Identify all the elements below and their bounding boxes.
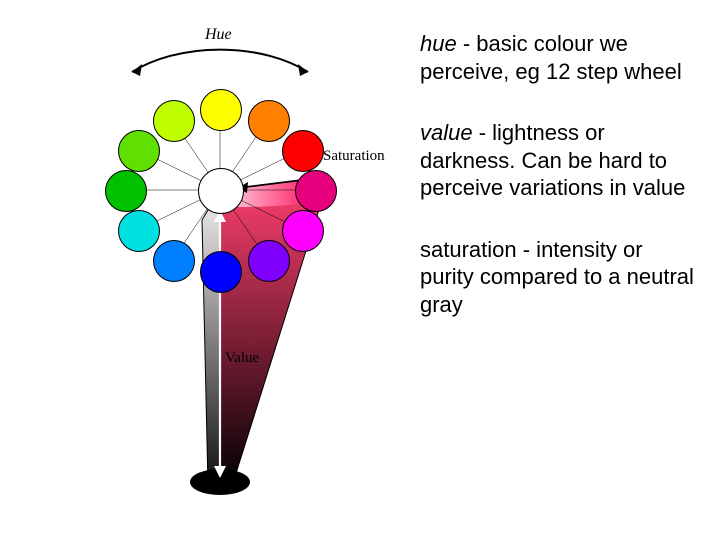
value-term: value	[420, 120, 473, 145]
wheel-center	[198, 168, 244, 214]
hue-swatch	[153, 100, 195, 142]
cone-left-face	[202, 190, 220, 487]
hue-label: Hue	[205, 26, 232, 44]
hue-swatch	[153, 240, 195, 282]
definitions-column: hue - basic colour we perceive, eg 12 st…	[420, 30, 700, 352]
hue-swatch	[282, 130, 324, 172]
value-definition: value - lightness or darkness. Can be ha…	[420, 119, 700, 202]
hue-definition: hue - basic colour we perceive, eg 12 st…	[420, 30, 700, 85]
saturation-label: Saturation	[323, 148, 385, 165]
hue-swatch	[248, 240, 290, 282]
saturation-term: saturation	[420, 237, 517, 262]
hue-swatch	[295, 170, 337, 212]
value-label: Value	[225, 350, 259, 367]
hue-swatch	[105, 170, 147, 212]
hue-swatch	[200, 251, 242, 293]
hue-body: - basic colour we perceive, eg 12 step w…	[420, 31, 682, 84]
hue-swatch	[248, 100, 290, 142]
page-root: Hue Saturation Value hue - basic colour …	[0, 0, 720, 540]
hue-swatch	[200, 89, 242, 131]
hue-arc	[132, 50, 308, 72]
hue-swatch	[118, 130, 160, 172]
hue-term: hue	[420, 31, 457, 56]
saturation-definition: saturation - intensity or purity compare…	[420, 236, 700, 319]
hsv-diagram: Hue Saturation Value	[60, 20, 390, 520]
hue-swatch	[118, 210, 160, 252]
